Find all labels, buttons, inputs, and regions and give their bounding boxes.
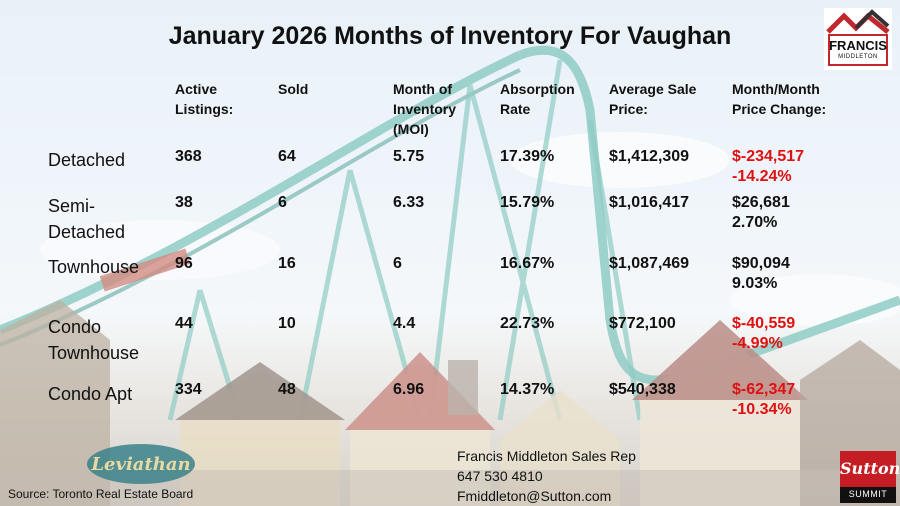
- cell-price-change: $26,681 2.70%: [732, 194, 790, 231]
- row-label-semi-detached: Semi- Detached: [48, 196, 126, 242]
- row-label-townhouse: Townhouse: [48, 257, 140, 277]
- cell-active: 38: [175, 194, 193, 211]
- sign-text: Leviathan: [90, 454, 190, 475]
- cell-avg-price: $1,412,309: [609, 148, 690, 165]
- cell-absorption: 17.39%: [500, 148, 555, 165]
- logo-frame: [828, 34, 888, 66]
- cell-moi: 6.96: [393, 381, 425, 398]
- logo-name: FRANCIS: [829, 38, 887, 53]
- cell-absorption: 15.79%: [500, 194, 555, 211]
- source-note: Source: Toronto Real Estate Board: [8, 487, 194, 501]
- header-moi: Month of Inventory (MOI): [393, 81, 457, 137]
- francis-middleton-logo: FRANCIS MIDDLETON: [824, 8, 892, 70]
- header-absorption-rate: Absorption Rate: [500, 81, 575, 117]
- header-price-change: Month/Month Price Change:: [732, 81, 827, 117]
- cell-sold: 16: [278, 255, 296, 272]
- cell-moi: 5.75: [393, 148, 425, 165]
- contact-email: Fmiddleton@Sutton.com: [457, 488, 612, 504]
- cell-avg-price: $540,338: [609, 381, 676, 398]
- cell-avg-price: $772,100: [609, 315, 676, 332]
- logo-sub: MIDDLETON: [838, 54, 878, 60]
- header-active-listings: Active Listings:: [175, 81, 234, 117]
- header-average-sale-price: Average Sale Price:: [609, 81, 697, 117]
- cell-price-change: $-234,517 -14.24%: [732, 148, 805, 185]
- page-title: January 2026 Months of Inventory For Vau…: [168, 22, 732, 50]
- row-label-condo-apt: Condo Apt: [48, 384, 133, 404]
- cell-avg-price: $1,016,417: [609, 194, 690, 211]
- roof-logo-icon: [826, 9, 890, 34]
- contact-phone: 647 530 4810: [457, 468, 543, 484]
- row-label-detached: Detached: [48, 150, 126, 170]
- cell-price-change: $-62,347 -10.34%: [732, 381, 796, 418]
- cell-sold: 10: [278, 315, 296, 332]
- cell-sold: 48: [278, 381, 296, 398]
- cell-price-change: $90,094 9.03%: [732, 255, 790, 292]
- cell-moi: 6.33: [393, 194, 425, 211]
- cell-moi: 6: [393, 255, 402, 272]
- cell-absorption: 16.67%: [500, 255, 555, 272]
- row-label-condo-townhouse: Condo Townhouse: [48, 317, 140, 363]
- cell-avg-price: $1,087,469: [609, 255, 690, 272]
- cell-price-change: $-40,559 -4.99%: [732, 315, 796, 352]
- header-sold: Sold: [278, 81, 309, 97]
- cell-sold: 6: [278, 194, 287, 211]
- cell-active: 44: [175, 315, 193, 332]
- sutton-summit-logo: Sutton SUMMIT: [840, 451, 900, 503]
- brokerage-name: Sutton: [840, 459, 900, 478]
- cell-active: 96: [175, 255, 193, 272]
- contact-name: Francis Middleton Sales Rep: [457, 448, 636, 464]
- cell-absorption: 14.37%: [500, 381, 555, 398]
- logo-band: [840, 487, 896, 503]
- contact-block: Francis Middleton Sales Rep 647 530 4810…: [457, 446, 636, 506]
- cell-active: 368: [175, 148, 202, 165]
- cell-active: 334: [175, 381, 202, 398]
- cell-sold: 64: [278, 148, 296, 165]
- cell-absorption: 22.73%: [500, 315, 555, 332]
- cell-moi: 4.4: [393, 315, 416, 332]
- brokerage-sub: SUMMIT: [848, 489, 888, 499]
- leviathan-sign-icon: Leviathan: [87, 444, 195, 484]
